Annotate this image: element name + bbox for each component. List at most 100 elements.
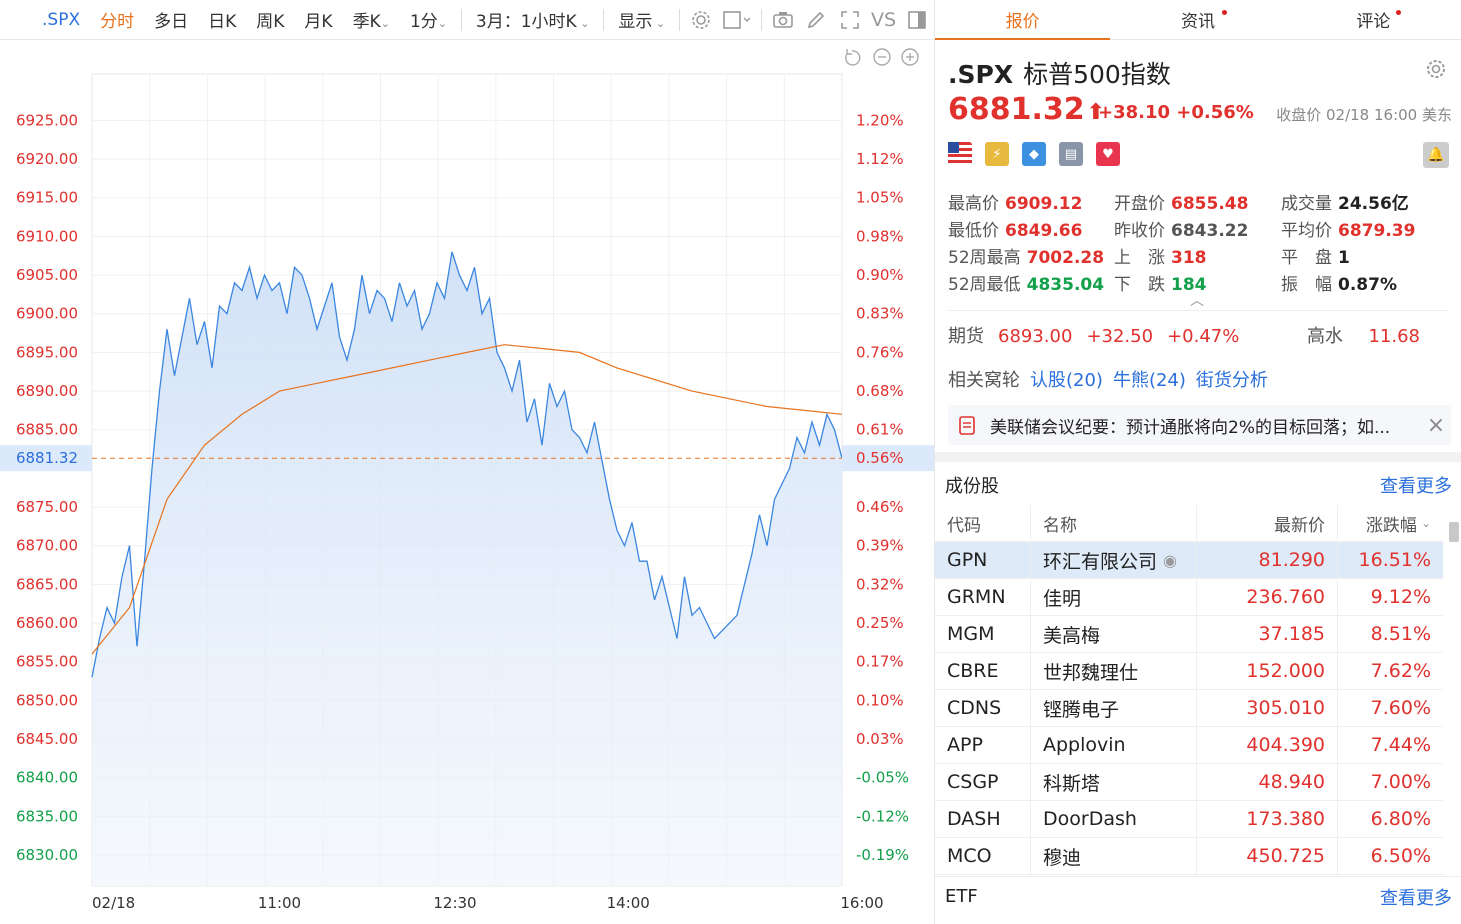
gear-icon[interactable]	[1425, 58, 1445, 78]
table-row[interactable]: CBRE 世邦魏理仕 152.000 7.62%	[935, 653, 1443, 690]
table-row[interactable]: GPN 环汇有限公司 ◉ 81.290 16.51%	[935, 542, 1443, 579]
display-menu[interactable]: 显示 ⌄	[608, 7, 675, 32]
collapse-chevron-icon[interactable]: ︿	[1190, 293, 1204, 309]
row-code: MCO	[935, 838, 1031, 874]
x-tick: 02/18	[92, 894, 135, 912]
stat-value: 0.87%	[1338, 275, 1397, 295]
stat-label: 开盘价	[1114, 194, 1165, 214]
tab-intraday[interactable]: 分时	[100, 12, 135, 32]
y-right-tick: 0.98%	[856, 227, 904, 245]
y-right-tick: 0.61%	[856, 421, 904, 439]
scrollbar[interactable]	[1449, 522, 1459, 542]
col-name[interactable]: 名称	[1031, 505, 1197, 541]
period-select[interactable]: 3月：1小时K ⌄	[466, 7, 600, 32]
row-name-text: 美高梅	[1043, 624, 1101, 647]
settings-icon[interactable]	[684, 5, 718, 35]
row-change: 6.80%	[1370, 808, 1431, 830]
zoom-in-icon	[901, 48, 919, 66]
row-code: CSGP	[935, 764, 1031, 800]
current-price-tag	[0, 445, 92, 472]
stat-value: 7002.28	[1026, 248, 1105, 268]
flash-icon[interactable]: ⚡	[985, 142, 1009, 166]
table-row[interactable]: CDNS 铿腾电子 305.010 7.60%	[935, 690, 1443, 727]
row-change: 7.62%	[1370, 660, 1431, 682]
divider	[760, 8, 762, 31]
row-name: Applovin	[1031, 727, 1197, 763]
row-name-text: 环汇有限公司	[1043, 550, 1158, 573]
current-pct-tag	[842, 445, 934, 472]
stat-value: 6849.66	[1005, 221, 1083, 241]
chart-svg[interactable]: 6925.00 6920.00 6915.00 6910.00 6905.00 6900.…	[0, 41, 934, 924]
futures-row[interactable]: 期货 6893.00 +32.50 +0.47% 高水 11.68	[948, 322, 1448, 348]
stat-value: 318	[1171, 248, 1207, 268]
warrants-cbbc-link[interactable]: 牛熊(24)	[1112, 370, 1186, 391]
intraday-chart[interactable]: 6925.00 6920.00 6915.00 6910.00 6905.00 6900.…	[0, 41, 934, 924]
table-row[interactable]: CSGP 科斯塔 48.940 7.00%	[935, 764, 1443, 801]
row-price: 450.725	[1197, 838, 1338, 874]
row-change: 16.51%	[1358, 549, 1431, 571]
y-right-tick: 0.90%	[856, 266, 904, 284]
tab-quote[interactable]: 报价	[935, 0, 1111, 40]
panel-toggle-icon[interactable]	[900, 5, 934, 35]
pencil-icon[interactable]	[799, 5, 833, 35]
heart-icon[interactable]: ♥	[1096, 142, 1120, 166]
tag-icon[interactable]: ◆	[1022, 142, 1046, 166]
note-icon[interactable]: ▤	[1059, 142, 1083, 166]
y-left-tick: 6875.00	[16, 498, 78, 516]
fullscreen-icon[interactable]	[833, 5, 867, 35]
y-left-tick: 6840.00	[16, 769, 78, 787]
close-icon[interactable]: ×	[1426, 412, 1446, 438]
y-left-tick: 6895.00	[16, 343, 78, 361]
stats-row: 最高价 6909.12 开盘价 6855.48 成交量 24.56亿	[948, 188, 1458, 215]
tab-news[interactable]: 资讯	[1110, 0, 1285, 39]
y-right-tick: 0.32%	[856, 575, 904, 593]
components-header: 成份股 查看更多	[935, 465, 1461, 505]
stat-value: 6909.12	[1005, 194, 1083, 214]
tab-daily-k[interactable]: 日K	[208, 12, 237, 32]
camera-icon[interactable]	[766, 5, 800, 35]
news-banner[interactable]: 美联储会议纪要：预计通胀将向2%的目标回落；如... ×	[948, 405, 1451, 445]
tab-multiday[interactable]: 多日	[154, 12, 189, 32]
table-row[interactable]: MCO 穆迪 450.725 6.50%	[935, 838, 1443, 875]
components-more-link[interactable]: 查看更多	[1380, 476, 1452, 497]
bell-icon[interactable]: 🔔	[1423, 142, 1449, 168]
tab-1min[interactable]: 1分⌄	[400, 7, 457, 32]
tab-quarterly-k[interactable]: 季K⌄	[343, 7, 400, 32]
components-title: 成份股	[945, 476, 999, 497]
tab-monthly-k[interactable]: 月K	[304, 12, 333, 32]
row-change: 7.44%	[1370, 734, 1431, 756]
stat-label: 平均价	[1281, 221, 1332, 241]
row-name-text: 佳明	[1043, 587, 1082, 610]
col-code[interactable]: 代码	[935, 505, 1031, 541]
row-name: 环汇有限公司 ◉	[1031, 542, 1197, 578]
etf-more-link[interactable]: 查看更多	[1380, 887, 1452, 909]
symbol-label[interactable]: .SPX	[42, 9, 81, 30]
up-arrow-icon: ⬆	[1086, 100, 1106, 125]
y-left-tick: 6910.00	[16, 227, 78, 245]
last-price-value: 6881.32	[948, 92, 1085, 127]
stat-value: 6879.39	[1338, 221, 1416, 241]
col-change[interactable]: 涨跌幅 ⌄	[1338, 505, 1443, 541]
row-name-text: 穆迪	[1043, 846, 1082, 869]
row-code: CDNS	[935, 690, 1031, 726]
tab-weekly-k[interactable]: 周K	[256, 12, 285, 32]
y-left-tick: 6835.00	[16, 807, 78, 825]
x-tick: 11:00	[258, 894, 301, 912]
us-flag-icon[interactable]	[948, 142, 972, 166]
warrants-analysis-link[interactable]: 街货分析	[1195, 370, 1268, 391]
warrants-call-link[interactable]: 认股(20)	[1030, 370, 1103, 391]
table-row[interactable]: DASH DoorDash 173.380 6.80%	[935, 801, 1443, 838]
compare-vs-button[interactable]: VS	[871, 8, 897, 31]
eye-icon[interactable]: ◉	[1163, 550, 1177, 570]
tab-comments[interactable]: 评论	[1286, 0, 1461, 39]
table-row[interactable]: MGM 美高梅 37.185 8.51%	[935, 616, 1443, 653]
col-price[interactable]: 最新价	[1197, 505, 1338, 541]
right-axis: 1.20% 1.12% 1.05% 0.98% 0.90% 0.83% 0.76% 0.68%…	[842, 111, 934, 864]
y-right-tick: 0.68%	[856, 382, 904, 400]
sort-desc-icon: ⌄	[1420, 516, 1431, 530]
draw-rect-icon[interactable]	[718, 5, 757, 35]
stat-label: 平 盘	[1281, 248, 1332, 268]
table-row[interactable]: GRMN 佳明 236.760 9.12%	[935, 579, 1443, 616]
table-row[interactable]: APP Applovin 404.390 7.44%	[935, 727, 1443, 764]
quote-panel: 报价 资讯 评论 .SPX 标普500指数 6881.32⬆ +38.10 +0.…	[934, 0, 1461, 924]
